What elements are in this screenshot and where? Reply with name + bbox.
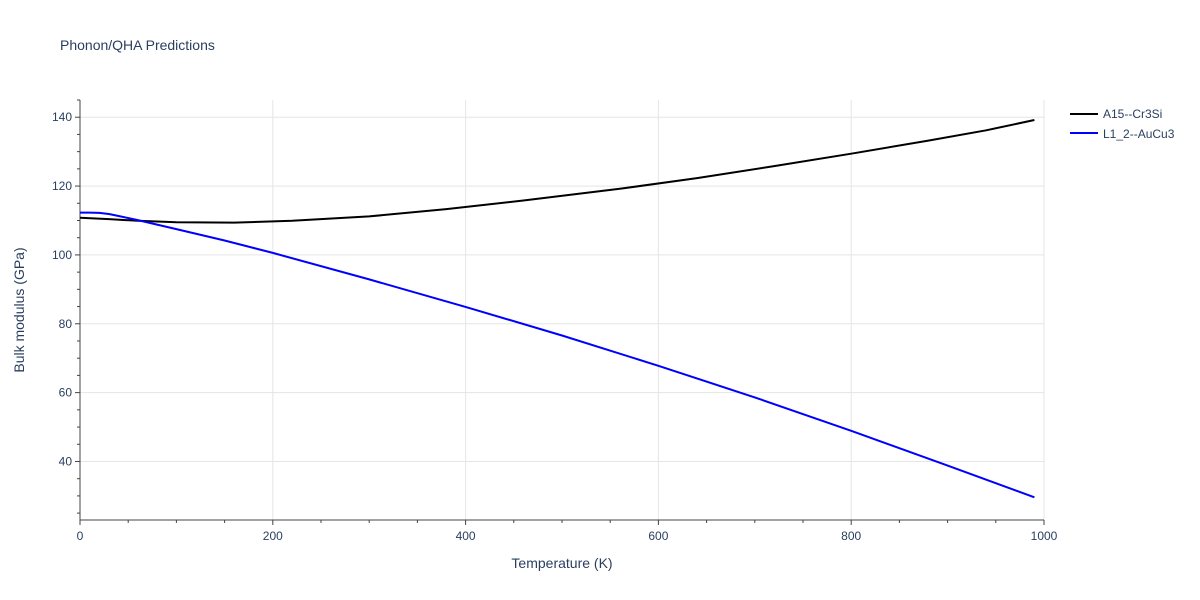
x-axis-label: Temperature (K) [511,555,612,571]
legend-item-l12[interactable]: L1_2--AuCu3 [1070,127,1175,141]
legend-label-l12: L1_2--AuCu3 [1103,127,1175,141]
series-layer [79,119,1035,499]
y-tick-label: 120 [52,179,72,193]
x-tick-label: 800 [841,529,861,543]
x-tick-label: 600 [648,529,668,543]
series-line-0 [79,119,1035,224]
chart-title: Phonon/QHA Predictions [60,37,215,53]
x-tick-label: 0 [77,529,84,543]
x-tick-label: 1000 [1031,529,1058,543]
legend[interactable]: A15--Cr3Si L1_2--AuCu3 [1070,107,1175,141]
x-tick-labels: 0 200 400 600 800 1000 [77,529,1058,543]
y-tick-label: 60 [59,386,73,400]
y-gridlines [80,116,1044,462]
y-axis-label: Bulk modulus (GPa) [11,247,27,372]
axes [75,99,1045,525]
legend-label-a15: A15--Cr3Si [1103,107,1162,121]
x-tick-label: 400 [456,529,476,543]
legend-item-a15[interactable]: A15--Cr3Si [1070,107,1162,121]
y-tick-label: 100 [52,248,72,262]
x-gridlines [272,100,1045,520]
x-tick-label: 200 [263,529,283,543]
series-line-1 [80,211,1035,499]
y-tick-label: 80 [59,317,73,331]
y-tick-label: 40 [59,454,73,468]
y-tick-label: 140 [52,110,72,124]
y-tick-labels: 40 60 80 100 120 140 [52,110,72,468]
